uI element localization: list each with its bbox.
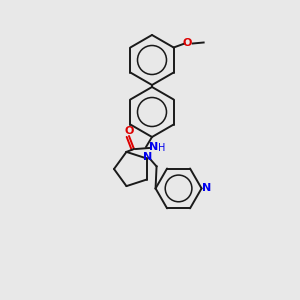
Text: H: H bbox=[158, 143, 166, 153]
Text: N: N bbox=[143, 152, 152, 162]
Text: N: N bbox=[149, 142, 159, 152]
Text: O: O bbox=[124, 126, 134, 136]
Text: O: O bbox=[183, 38, 192, 47]
Text: N: N bbox=[202, 183, 211, 194]
